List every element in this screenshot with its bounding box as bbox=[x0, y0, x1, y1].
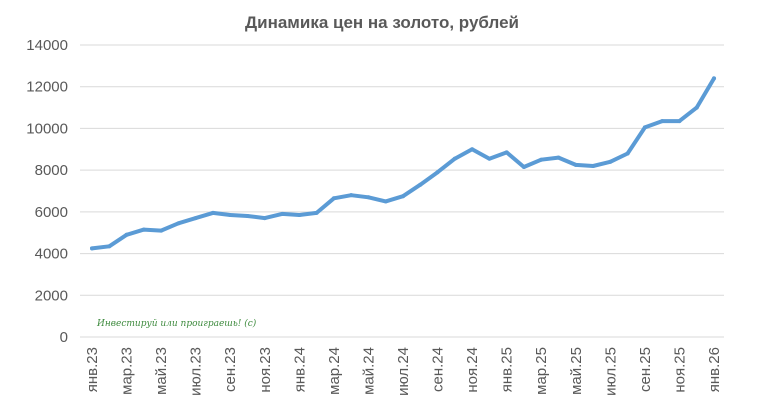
data-point bbox=[90, 246, 94, 251]
data-point bbox=[262, 216, 267, 221]
y-tick-label: 4000 bbox=[35, 246, 68, 263]
data-point bbox=[124, 232, 129, 237]
data-point bbox=[625, 151, 630, 156]
x-tick-label: ноя.25 bbox=[671, 347, 688, 393]
y-tick-label: 14000 bbox=[26, 37, 68, 54]
data-point bbox=[141, 227, 146, 232]
y-tick-label: 10000 bbox=[26, 120, 68, 137]
y-tick-label: 6000 bbox=[35, 204, 68, 221]
x-tick-label: июл.23 bbox=[188, 347, 205, 396]
data-point bbox=[228, 212, 233, 217]
x-tick-label: май.25 bbox=[568, 347, 585, 395]
data-point bbox=[642, 125, 647, 130]
x-tick-label: сен.24 bbox=[430, 347, 447, 392]
x-tick-label: мар.23 bbox=[119, 347, 136, 395]
y-tick-label: 8000 bbox=[35, 162, 68, 179]
data-point bbox=[591, 163, 596, 168]
x-tick-label: ноя.23 bbox=[257, 347, 274, 393]
data-point bbox=[331, 196, 336, 201]
data-point bbox=[556, 155, 561, 160]
series-layer bbox=[90, 76, 716, 251]
data-point bbox=[107, 244, 112, 249]
x-tick-label: май.24 bbox=[360, 347, 377, 395]
x-tick-label: июл.24 bbox=[395, 347, 412, 396]
x-tick-label: мар.24 bbox=[326, 347, 343, 395]
data-point bbox=[245, 214, 250, 219]
data-point bbox=[383, 199, 388, 204]
data-point bbox=[660, 119, 665, 124]
data-point bbox=[487, 156, 492, 161]
x-tick-label: янв.24 bbox=[291, 347, 308, 392]
data-point bbox=[608, 159, 613, 164]
data-point bbox=[314, 210, 319, 215]
y-axis-tick-labels: 0 2000 4000 6000 8000 10000 12000 14000 bbox=[26, 37, 68, 346]
y-tick-label: 2000 bbox=[35, 287, 68, 304]
data-point bbox=[349, 193, 354, 198]
data-point bbox=[435, 170, 440, 175]
watermark-annotation: Инвестируй или проиграешь! (с) bbox=[96, 318, 257, 329]
data-point bbox=[280, 211, 285, 216]
data-point bbox=[470, 147, 475, 152]
data-point bbox=[297, 212, 302, 217]
series-line-0 bbox=[90, 76, 716, 251]
data-point bbox=[193, 216, 198, 221]
x-axis-tick-labels: янв.23 мар.23 май.23 июл.23 сен.23 ноя.23 янв.… bbox=[84, 347, 723, 396]
x-tick-label: мар.25 bbox=[533, 347, 550, 395]
data-point bbox=[504, 150, 509, 155]
data-point bbox=[418, 182, 423, 187]
data-point bbox=[694, 105, 699, 110]
y-tick-label: 12000 bbox=[26, 79, 68, 96]
x-tick-label: янв.23 bbox=[84, 347, 101, 392]
data-point bbox=[539, 157, 544, 162]
gridlines bbox=[80, 44, 724, 338]
data-point bbox=[521, 165, 526, 170]
y-tick-label: 0 bbox=[60, 329, 68, 346]
x-tick-label: май.23 bbox=[153, 347, 170, 395]
data-point bbox=[677, 119, 682, 124]
x-tick-label: янв.25 bbox=[499, 347, 516, 392]
data-point bbox=[176, 221, 181, 226]
data-point bbox=[573, 162, 578, 167]
data-point bbox=[210, 210, 215, 215]
x-tick-label: янв.26 bbox=[706, 347, 723, 392]
x-tick-label: ноя.24 bbox=[464, 347, 481, 393]
data-point bbox=[401, 194, 405, 199]
x-tick-label: сен.23 bbox=[222, 347, 239, 392]
x-tick-label: июл.25 bbox=[602, 347, 619, 396]
data-point bbox=[452, 156, 457, 161]
data-point bbox=[159, 228, 164, 233]
chart-title: Динамика цен на золото, рублей bbox=[245, 13, 519, 32]
data-point bbox=[712, 76, 716, 81]
data-point bbox=[366, 195, 371, 200]
x-tick-label: сен.25 bbox=[637, 347, 654, 392]
